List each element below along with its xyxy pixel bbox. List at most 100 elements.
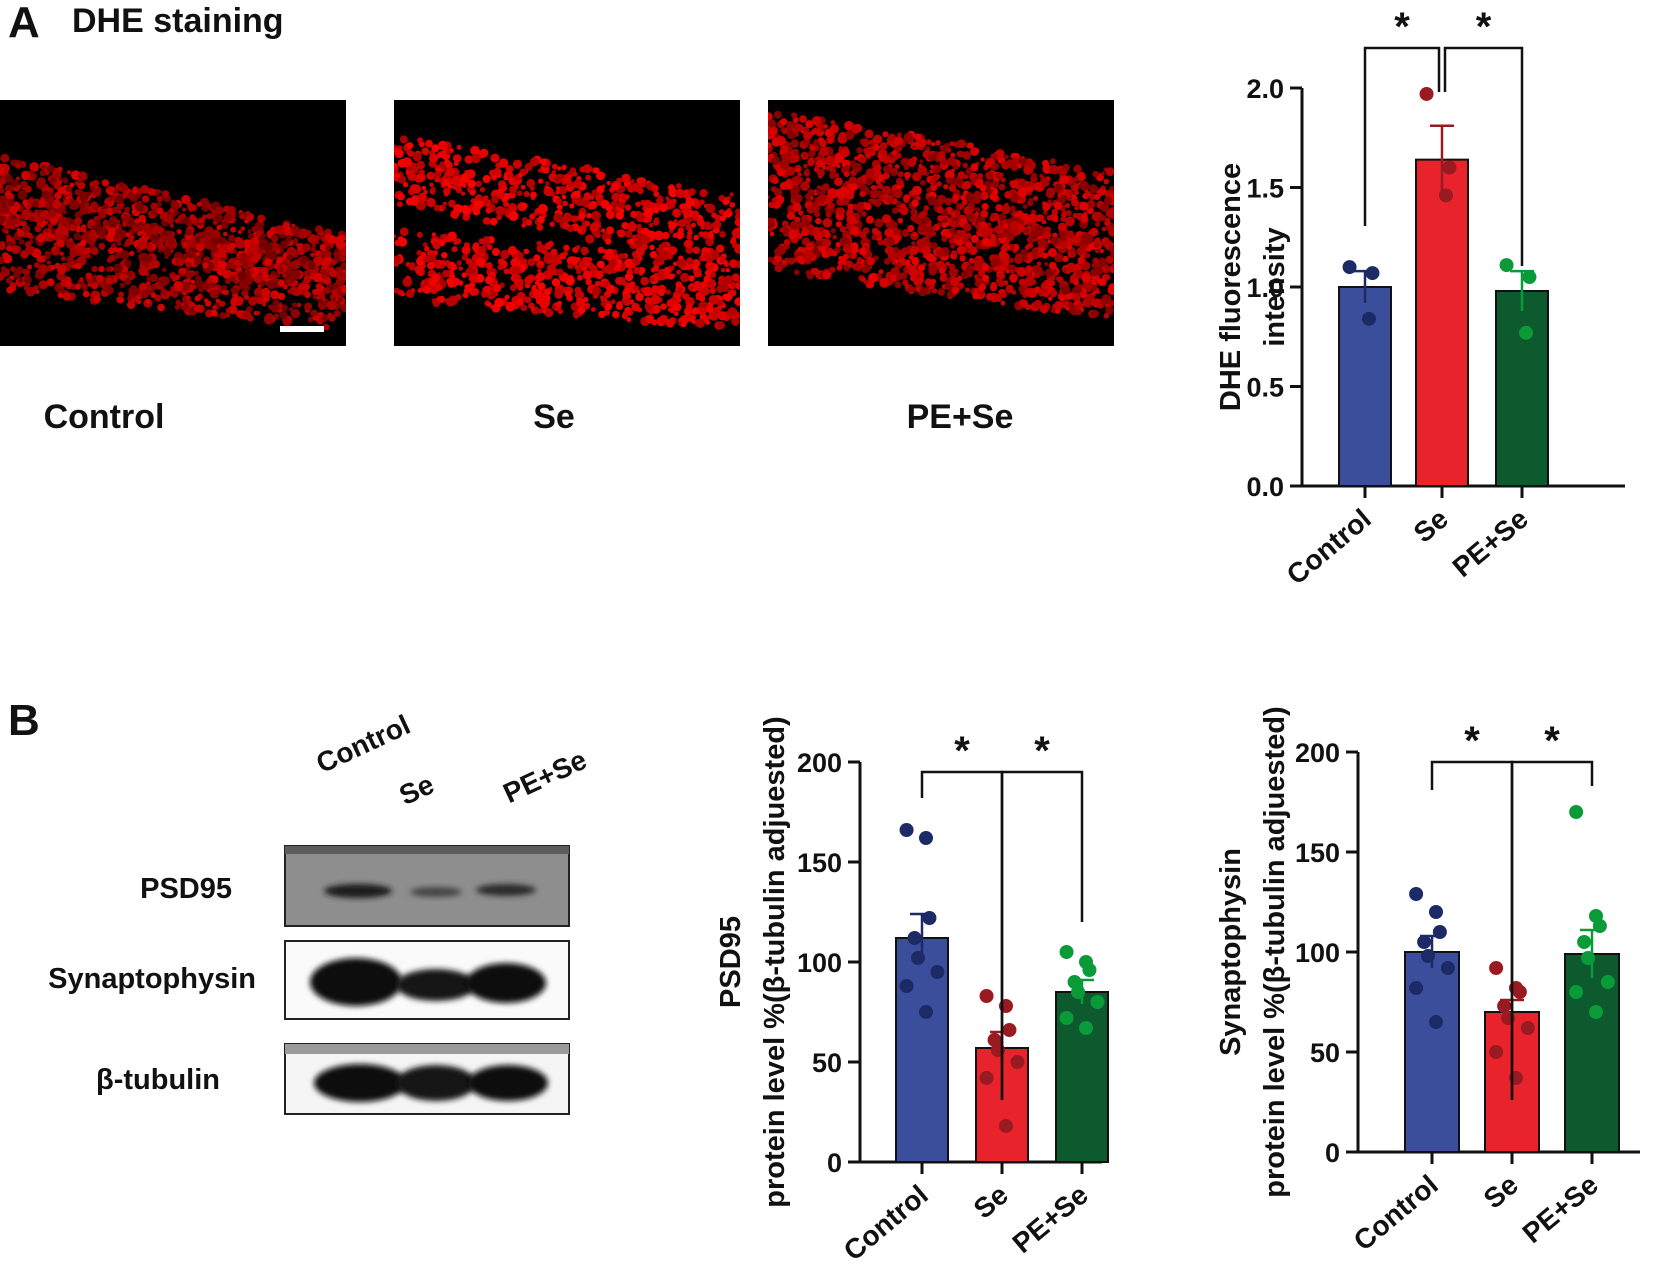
dhe-point-0-0 <box>1342 260 1357 275</box>
psd95-point-1-0 <box>979 989 994 1003</box>
cell-texture <box>394 135 740 330</box>
dhe-ytick-label-3: 1.5 <box>1246 174 1284 204</box>
dhe-bracket-0 <box>1363 46 1441 226</box>
band-psd95-se <box>410 887 462 897</box>
synaptophysin-point-2-4 <box>1581 951 1595 965</box>
dhe-point-1-1 <box>1439 188 1453 203</box>
psd95-point-0-1 <box>919 831 933 845</box>
synaptophysin-point-0-1 <box>1429 905 1443 919</box>
synaptophysin-point-0-3 <box>1417 935 1432 949</box>
synaptophysin-ytick-label-3: 150 <box>1295 838 1340 868</box>
psd95-sig-0: * <box>954 729 970 773</box>
dhe-image-pe-se <box>768 100 1114 346</box>
synaptophysin-ylabel-line-0: Synaptophysin <box>1215 848 1247 1056</box>
psd95-xtick-label-1: Se <box>968 1179 1014 1225</box>
synaptophysin-point-2-5 <box>1600 975 1615 989</box>
psd95-ytick-label-4: 200 <box>797 748 842 778</box>
dhe-point-1-2 <box>1442 160 1457 175</box>
band-psd95-pe-se <box>476 884 536 896</box>
psd95-point-0-0 <box>899 823 914 837</box>
synaptophysin-point-0-0 <box>1409 887 1424 901</box>
synaptophysin-point-1-5 <box>1520 1021 1535 1035</box>
dhe-point-0-2 <box>1365 266 1380 281</box>
synaptophysin-chart: 0 50 100 150 200 Synaptophysin protein level %… <box>1215 706 1640 1257</box>
dhe-ytick-label-0: 0.0 <box>1246 472 1284 502</box>
synaptophysin-point-0-2 <box>1432 925 1447 939</box>
psd95-point-0-4 <box>911 951 925 965</box>
synaptophysin-point-0-7 <box>1429 1015 1443 1029</box>
dhe-point-0-1 <box>1362 311 1376 326</box>
dhe-ytick-label-1: 0.5 <box>1246 373 1284 403</box>
psd95-point-2-2 <box>1082 963 1097 977</box>
band-tub-pe-se <box>468 1065 548 1101</box>
dhe-bar-1 <box>1415 158 1469 487</box>
cell-texture <box>0 153 346 331</box>
dhe-bracket-1 <box>1443 46 1524 266</box>
dhe-xtick-label-1: Se <box>1408 503 1454 549</box>
dhe-point-1-0 <box>1419 86 1434 101</box>
synaptophysin-ytick-label-4: 200 <box>1295 738 1340 768</box>
psd95-xtick-label-0: Control <box>838 1179 934 1267</box>
synaptophysin-point-1-6 <box>1489 1045 1504 1059</box>
dhe-xtick-label-2: PE+Se <box>1447 503 1534 583</box>
image-label-se: Se <box>533 398 575 436</box>
dhe-ylabel-line-0: DHE fluorescence <box>1215 163 1247 411</box>
scale-bar <box>280 326 324 332</box>
dhe-xtick-label-0: Control <box>1281 503 1377 591</box>
psd95-point-2-6 <box>1059 1011 1074 1025</box>
dhe-image-se <box>394 100 740 346</box>
band-tub-se <box>396 1065 476 1101</box>
synaptophysin-point-1-0 <box>1489 961 1504 975</box>
panel-a-title: DHE staining <box>72 2 284 40</box>
blot-label-beta-tubulin: β-tubulin <box>96 1064 220 1096</box>
dhe-sig-0: * <box>1394 5 1410 49</box>
psd95-sig-1: * <box>1034 729 1050 773</box>
psd95-point-1-5 <box>1010 1055 1025 1069</box>
dhe-point-2-1 <box>1519 325 1533 340</box>
synaptophysin-sig-1: * <box>1544 719 1560 763</box>
psd95-point-1-2 <box>1002 1023 1017 1037</box>
psd95-ylabel-line-1: protein level %(β-tubulin adjuested) <box>759 716 791 1207</box>
psd95-point-1-7 <box>999 1119 1013 1133</box>
psd95-ylabel-line-0: PSD95 <box>715 916 747 1008</box>
dhe-point-2-2 <box>1522 270 1537 285</box>
psd95-xtick-label-2: PE+Se <box>1007 1179 1094 1259</box>
lane-label-se: Se <box>394 768 439 812</box>
psd95-point-0-7 <box>919 1005 933 1019</box>
synaptophysin-point-2-3 <box>1577 935 1592 949</box>
synaptophysin-sig-0: * <box>1464 719 1480 763</box>
dhe-image-pe-se-canvas <box>768 110 1114 319</box>
band-tub-control <box>314 1064 406 1102</box>
blot-strip-psd95 <box>284 845 570 927</box>
synaptophysin-ytick-label-1: 50 <box>1310 1038 1340 1068</box>
synaptophysin-ytick-label-0: 0 <box>1325 1138 1340 1168</box>
psd95-point-2-0 <box>1059 945 1074 959</box>
synaptophysin-xtick-label-1: Se <box>1478 1169 1524 1215</box>
psd95-bracket-1 <box>1000 770 1084 1100</box>
blot-strip-synaptophysin <box>284 940 570 1020</box>
synaptophysin-point-2-7 <box>1589 1005 1603 1019</box>
image-label-pe-se: PE+Se <box>906 398 1014 436</box>
psd95-ytick-label-1: 50 <box>812 1048 842 1078</box>
psd95-point-2-5 <box>1090 995 1105 1009</box>
psd95-ytick-label-2: 100 <box>797 948 842 978</box>
synaptophysin-point-1-3 <box>1497 999 1512 1013</box>
dhe-point-2-0 <box>1499 258 1514 273</box>
synaptophysin-point-0-5 <box>1440 961 1455 975</box>
synaptophysin-ylabel-line-1: protein level %(β-tubulin adjuested) <box>1259 706 1291 1197</box>
psd95-point-0-6 <box>899 979 914 993</box>
lane-label-pe-se: PE+Se <box>498 743 592 810</box>
synaptophysin-point-0-4 <box>1421 949 1435 963</box>
psd95-ytick-label-0: 0 <box>827 1148 842 1178</box>
psd95-point-2-7 <box>1079 1021 1093 1035</box>
psd95-point-2-4 <box>1071 985 1085 999</box>
synaptophysin-bracket-1 <box>1510 760 1594 1100</box>
synaptophysin-point-2-0 <box>1569 805 1584 819</box>
blot-label-psd95: PSD95 <box>140 873 232 905</box>
psd95-point-0-5 <box>930 965 945 979</box>
dhe-ylabel-line-1: intensity <box>1259 227 1291 346</box>
band-syn-se <box>396 969 476 1001</box>
synaptophysin-xtick-label-0: Control <box>1348 1169 1444 1257</box>
lane-label-control: Control <box>311 708 415 780</box>
synaptophysin-point-2-2 <box>1592 919 1607 933</box>
